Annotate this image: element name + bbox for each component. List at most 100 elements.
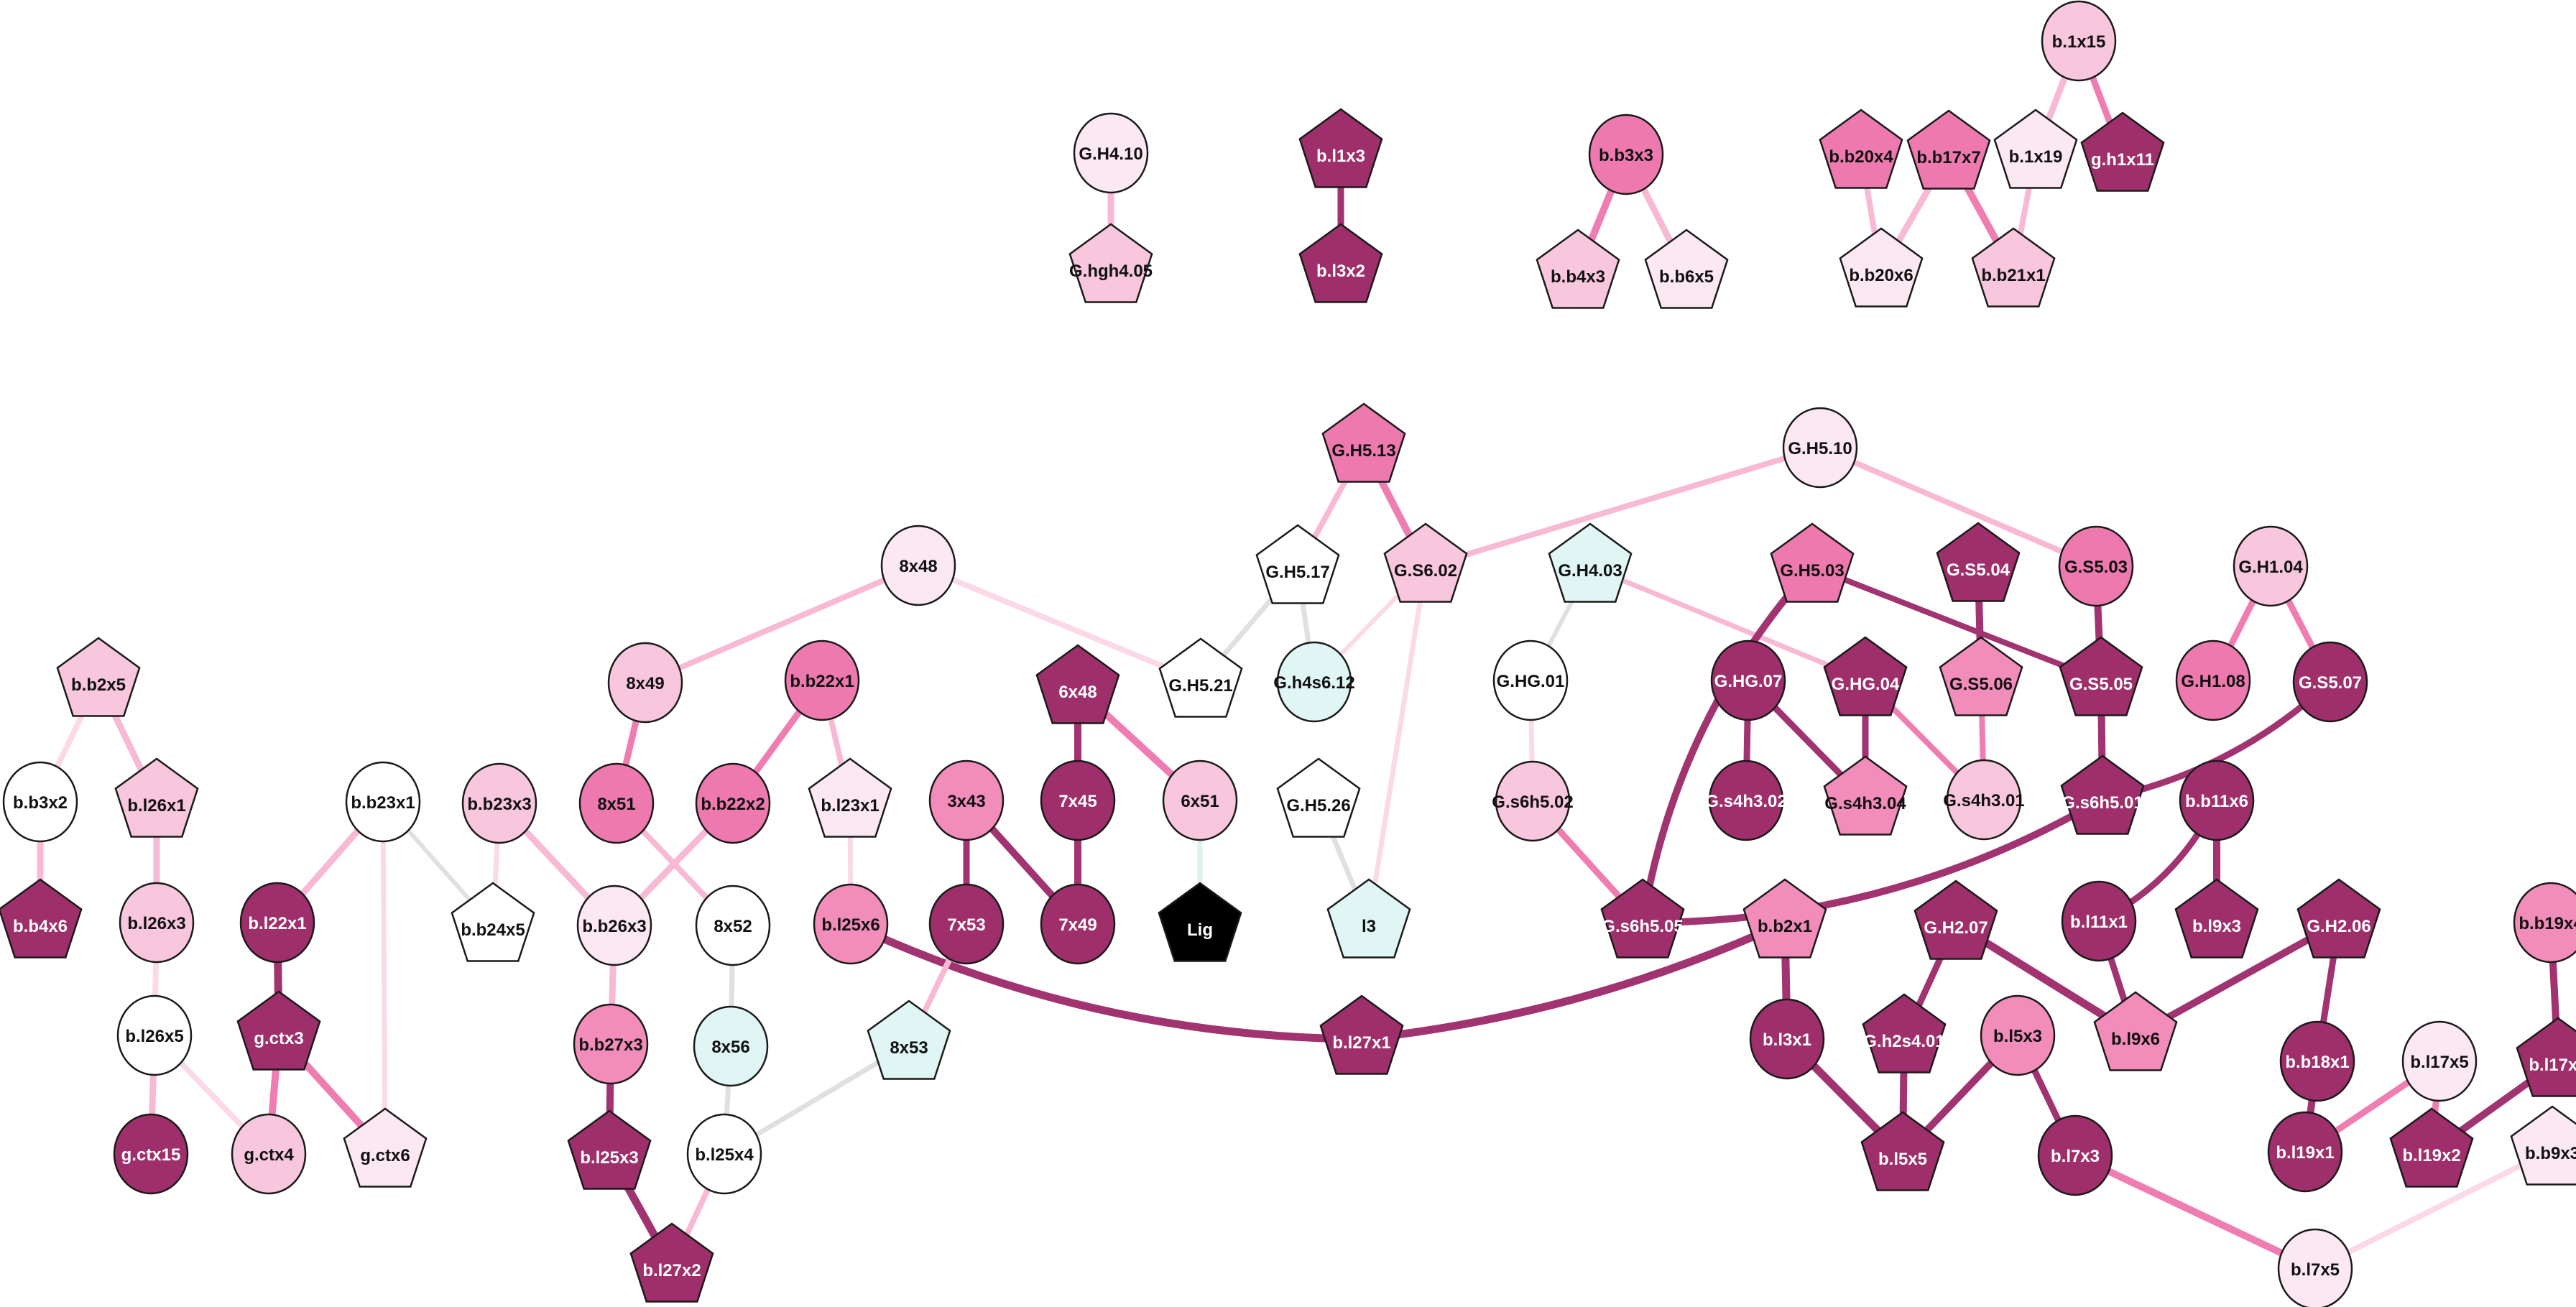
node-b.b4x6[interactable]: b.b4x6 (0, 878, 83, 959)
node-G.S5.07[interactable]: G.S5.07 (2292, 641, 2368, 723)
node-8x49[interactable]: 8x49 (607, 642, 683, 724)
node-b.l7x3[interactable]: b.l7x3 (2037, 1114, 2113, 1196)
node-b.l23x1[interactable]: b.l23x1 (808, 757, 892, 838)
pentagon-shape (2516, 1017, 2576, 1097)
node-b.b2x1[interactable]: b.b2x1 (1742, 878, 1827, 959)
node-G.H4.10[interactable]: G.H4.10 (1073, 112, 1149, 194)
node-6x48[interactable]: 6x48 (1035, 644, 1120, 724)
node-b.l11x1[interactable]: b.l11x1 (2061, 880, 2137, 962)
node-G.S5.03[interactable]: G.S5.03 (2058, 525, 2134, 607)
node-b.l7x5[interactable]: b.l7x5 (2277, 1228, 2353, 1307)
circle-shape (928, 883, 1005, 965)
pentagon-shape (1158, 637, 1243, 718)
node-Lig[interactable]: Lig (1158, 882, 1242, 962)
node-b.l3x1[interactable]: b.l3x1 (1749, 998, 1825, 1080)
node-G.H5.26[interactable]: G.H5.26 (1276, 757, 1361, 838)
node-b.l27x1[interactable]: b.l27x1 (1319, 994, 1404, 1075)
node-b.b22x1[interactable]: b.b22x1 (784, 639, 860, 721)
node-b.b23x3[interactable]: b.b23x3 (461, 762, 537, 844)
node-b.b20x6[interactable]: b.b20x6 (1839, 227, 1924, 308)
node-g.h1x11[interactable]: g.h1x11 (2080, 111, 2165, 192)
node-b.b27x3[interactable]: b.b27x3 (573, 1003, 649, 1085)
node-b.l25x3[interactable]: b.l25x3 (567, 1109, 652, 1190)
node-b.l19x1[interactable]: b.l19x1 (2267, 1111, 2343, 1193)
node-7x45[interactable]: 7x45 (1040, 759, 1116, 841)
node-b.l25x6[interactable]: b.l25x6 (813, 883, 889, 965)
node-b.b2x5[interactable]: b.b2x5 (56, 637, 141, 717)
node-G.s6h5.01[interactable]: G.s6h5.01 (2060, 754, 2145, 835)
node-b.b26x3[interactable]: b.b26x3 (576, 885, 652, 966)
pentagon-shape (1936, 522, 2021, 602)
node-b.b3x2[interactable]: b.b3x2 (2, 761, 78, 843)
node-b.l27x2[interactable]: b.l27x2 (629, 1222, 714, 1303)
node-6x51[interactable]: 6x51 (1162, 759, 1238, 841)
node-b.b19x4[interactable]: b.b19x4 (2513, 882, 2576, 964)
node-b.l25x4[interactable]: b.l25x4 (686, 1113, 762, 1195)
node-b.l19x2[interactable]: b.l19x2 (2389, 1107, 2474, 1188)
node-b.l22x1[interactable]: b.l22x1 (239, 882, 315, 964)
node-8x56[interactable]: 8x56 (693, 1005, 769, 1087)
pentagon-shape (1971, 227, 2056, 308)
node-G.S5.04[interactable]: G.S5.04 (1936, 522, 2021, 602)
node-b.b9x3[interactable]: b.b9x3 (2510, 1105, 2576, 1186)
node-b.l26x1[interactable]: b.l26x1 (114, 757, 199, 838)
circle-shape (695, 885, 771, 966)
node-b.b6x5[interactable]: b.b6x5 (1644, 228, 1729, 309)
node-G.HG.01[interactable]: G.HG.01 (1492, 639, 1569, 721)
node-8x53[interactable]: 8x53 (867, 999, 951, 1080)
node-G.H1.04[interactable]: G.H1.04 (2233, 525, 2309, 607)
node-G.h2s4.01[interactable]: G.h2s4.01 (1862, 993, 1947, 1073)
node-G.H5.10[interactable]: G.H5.10 (1782, 407, 1858, 489)
node-G.H5.17[interactable]: G.H5.17 (1255, 524, 1340, 604)
node-G.H4.03[interactable]: G.H4.03 (1548, 522, 1633, 603)
node-b.b11x6[interactable]: b.b11x6 (2179, 759, 2255, 841)
node-l3[interactable]: l3 (1326, 878, 1411, 959)
pentagon-shape (1644, 228, 1729, 309)
node-b.l17x5[interactable]: b.l17x5 (2401, 1020, 2478, 1102)
circle-shape (880, 525, 956, 606)
node-g.ctx4[interactable]: g.ctx4 (231, 1113, 307, 1195)
edge-b.l25x6-b.l27x1 (846, 920, 1366, 1043)
node-b.l26x5[interactable]: b.l26x5 (116, 994, 193, 1076)
node-G.hgh4.05[interactable]: G.hgh4.05 (1068, 223, 1153, 303)
node-b.b3x3[interactable]: b.b3x3 (1588, 114, 1664, 195)
node-b.b22x2[interactable]: b.b22x2 (695, 762, 771, 844)
node-G.H5.13[interactable]: G.H5.13 (1321, 402, 1406, 483)
node-b.l5x3[interactable]: b.l5x3 (1980, 994, 2056, 1076)
node-b.l1x3[interactable]: b.l1x3 (1298, 108, 1383, 188)
node-b.1x19[interactable]: b.1x19 (1993, 108, 2078, 189)
node-3x43[interactable]: 3x43 (928, 759, 1005, 841)
node-7x49[interactable]: 7x49 (1040, 883, 1116, 965)
node-8x48[interactable]: 8x48 (880, 525, 956, 606)
node-G.HG.04[interactable]: G.HG.04 (1823, 636, 1908, 716)
node-b.b23x1[interactable]: b.b23x1 (345, 761, 421, 843)
node-G.s4h3.02[interactable]: G.s4h3.02 (1705, 759, 1787, 841)
node-b.b17x7[interactable]: b.b17x7 (1906, 109, 1991, 190)
node-b.1x15[interactable]: b.1x15 (2041, 0, 2117, 82)
node-b.b18x1[interactable]: b.b18x1 (2279, 1020, 2355, 1102)
node-b.b21x1[interactable]: b.b21x1 (1971, 227, 2056, 308)
circle-shape (2175, 639, 2251, 721)
node-7x53[interactable]: 7x53 (928, 883, 1005, 965)
node-G.H5.03[interactable]: G.H5.03 (1770, 522, 1855, 603)
pentagon-shape (2093, 991, 2178, 1071)
node-b.b20x4[interactable]: b.b20x4 (1819, 108, 1903, 189)
node-8x52[interactable]: 8x52 (695, 885, 771, 966)
node-G.HG.07[interactable]: G.HG.07 (1710, 639, 1786, 721)
node-b.l26x3[interactable]: b.l26x3 (119, 882, 195, 964)
node-G.H2.06[interactable]: G.H2.06 (2296, 878, 2381, 959)
node-G.S5.06[interactable]: G.S5.06 (1939, 636, 2023, 716)
node-G.H1.08[interactable]: G.H1.08 (2175, 639, 2251, 721)
node-G.S6.02[interactable]: G.S6.02 (1383, 522, 1468, 603)
circle-shape (2041, 0, 2117, 82)
node-g.ctx15[interactable]: g.ctx15 (113, 1113, 189, 1195)
node-b.l9x3[interactable]: b.l9x3 (2174, 878, 2259, 959)
node-b.b4x3[interactable]: b.b4x3 (1536, 228, 1620, 309)
node-G.S5.05[interactable]: G.S5.05 (2059, 636, 2143, 716)
node-G.H2.07[interactable]: G.H2.07 (1913, 879, 1998, 960)
node-b.l9x6[interactable]: b.l9x6 (2093, 991, 2178, 1071)
node-8x51[interactable]: 8x51 (578, 762, 655, 844)
node-b.l3x2[interactable]: b.l3x2 (1298, 223, 1383, 303)
node-g.ctx3[interactable]: g.ctx3 (236, 990, 321, 1071)
